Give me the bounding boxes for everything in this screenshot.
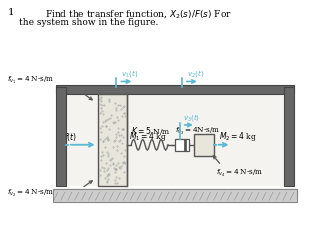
Bar [175,139,189,151]
Bar [284,87,294,186]
Text: Find the transfer function, $X_2(s)/F(s)$ For: Find the transfer function, $X_2(s)/F(s)… [45,8,232,20]
Text: $K= 5$ N/m: $K= 5$ N/m [131,125,171,137]
Text: $f(t)$: $f(t)$ [64,131,77,143]
Bar [53,189,297,194]
Text: $v_2(t)$: $v_2(t)$ [187,69,204,79]
Text: $v_3(t)$: $v_3(t)$ [183,112,200,123]
Text: $v_1(t)$: $v_1(t)$ [121,69,139,79]
Bar [56,86,294,94]
Text: $f_{v_2}= 4$ N-s/m: $f_{v_2}= 4$ N-s/m [7,188,55,199]
Bar [53,189,297,202]
Text: 1: 1 [7,8,14,17]
Text: $f_{v_1}= 4$ N-s/m: $f_{v_1}= 4$ N-s/m [7,75,55,86]
Text: $M_1 = 4$ kg: $M_1 = 4$ kg [129,130,167,143]
Text: the system show in the figure.: the system show in the figure. [19,18,159,27]
Bar [66,94,284,186]
Bar [98,94,127,186]
Bar [194,134,214,156]
Text: $M_2 = 4$ kg: $M_2 = 4$ kg [218,130,257,143]
Bar [56,87,66,186]
Text: $f_{v_3}= 4$N-s/m: $f_{v_3}= 4$N-s/m [175,126,220,137]
Text: $f_{v_4}= 4$ N-s/m: $f_{v_4}= 4$ N-s/m [215,168,263,179]
